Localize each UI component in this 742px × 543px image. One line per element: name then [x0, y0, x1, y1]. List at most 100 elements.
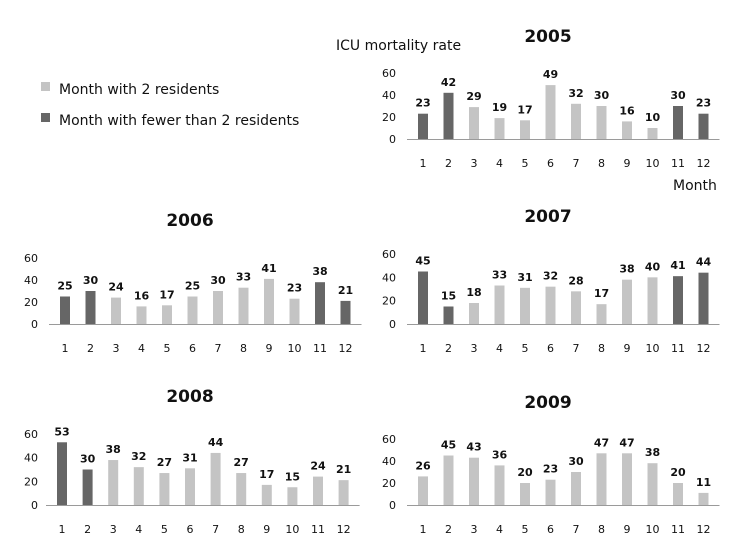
data-label: 53 — [54, 425, 69, 438]
x-tick-label: 11 — [671, 157, 685, 170]
x-tick-label: 11 — [671, 523, 685, 536]
x-tick-label: 1 — [62, 342, 69, 355]
data-label: 18 — [466, 286, 481, 299]
bar — [698, 272, 709, 324]
y-tick-label: 40 — [24, 274, 38, 287]
x-tick-label: 5 — [522, 157, 529, 170]
data-label: 32 — [131, 450, 146, 463]
x-tick-label: 12 — [697, 523, 711, 536]
bar — [315, 282, 325, 324]
bar — [236, 473, 247, 505]
y-tick-label: 40 — [382, 455, 396, 468]
legend-label-2-residents: Month with 2 residents — [59, 82, 219, 98]
data-label: 40 — [645, 260, 661, 273]
x-tick-label: 4 — [496, 523, 503, 536]
bar — [494, 285, 505, 324]
data-label: 26 — [415, 459, 431, 472]
bar — [647, 277, 658, 324]
x-tick-label: 5 — [522, 523, 529, 536]
y-tick-label: 0 — [389, 318, 396, 331]
bar — [264, 278, 274, 324]
y-tick-label: 20 — [382, 295, 396, 308]
data-label: 31 — [517, 271, 532, 284]
x-tick-label: 12 — [337, 523, 351, 536]
chart-panel-2006: 2006 0 20 40 60 25 1 30 2 24 3 16 4 17 5 25 6 30 7 33 8 41 9 23… — [24, 211, 362, 355]
x-tick-label: 8 — [598, 157, 605, 170]
y-tick-label: 60 — [24, 428, 38, 441]
data-label: 33 — [492, 269, 507, 282]
bar — [443, 92, 454, 139]
bar — [494, 118, 505, 139]
chart-title: 2007 — [524, 207, 571, 227]
bar — [469, 457, 479, 505]
data-label: 28 — [568, 274, 583, 287]
y-tick-label: 20 — [382, 111, 396, 124]
x-tick-label: 6 — [547, 523, 554, 536]
data-label: 17 — [259, 468, 274, 481]
x-tick-label: 4 — [138, 342, 145, 355]
data-label: 38 — [106, 443, 121, 456]
x-tick-label: 3 — [110, 523, 117, 536]
data-label: 32 — [543, 270, 558, 283]
x-tick-label: 2 — [87, 342, 94, 355]
bar — [289, 298, 300, 324]
data-label: 44 — [696, 256, 712, 269]
bar — [596, 453, 607, 505]
data-label: 31 — [182, 451, 197, 464]
data-label: 36 — [492, 448, 508, 461]
x-tick-label: 3 — [471, 523, 478, 536]
x-tick-label: 12 — [339, 342, 353, 355]
x-tick-label: 5 — [522, 342, 529, 355]
bar — [210, 452, 221, 505]
bar — [673, 276, 683, 324]
bar — [571, 472, 581, 505]
x-tick-label: 11 — [671, 342, 685, 355]
x-tick-label: 8 — [598, 523, 605, 536]
x-tick-label: 12 — [697, 157, 711, 170]
data-label: 25 — [185, 280, 200, 293]
y-axis-label: ICU mortality rate — [336, 38, 461, 54]
data-label: 20 — [670, 466, 686, 479]
bar — [571, 103, 581, 139]
data-label: 24 — [310, 460, 326, 473]
bar — [520, 483, 530, 505]
legend-swatch-2-residents — [41, 82, 50, 91]
data-label: 21 — [336, 463, 351, 476]
y-tick-label: 40 — [382, 271, 396, 284]
data-label: 49 — [543, 68, 558, 81]
x-tick-label: 10 — [285, 523, 299, 536]
x-tick-label: 4 — [496, 342, 503, 355]
data-label: 30 — [568, 455, 584, 468]
x-tick-label: 1 — [420, 523, 427, 536]
bar — [162, 305, 172, 324]
data-label: 42 — [441, 76, 456, 89]
x-tick-label: 6 — [187, 523, 194, 536]
data-label: 30 — [594, 89, 610, 102]
chart-title: 2008 — [166, 387, 213, 407]
bar — [673, 483, 683, 505]
x-tick-label: 8 — [238, 523, 245, 536]
x-tick-label: 7 — [573, 342, 580, 355]
data-label: 25 — [57, 280, 72, 293]
x-tick-label: 11 — [311, 523, 325, 536]
data-label: 38 — [645, 446, 660, 459]
bar — [418, 271, 428, 324]
bar — [136, 306, 147, 324]
legend-label-fewer-residents: Month with fewer than 2 residents — [59, 113, 299, 129]
chart-panel-2005: 2005 0 20 40 60 23 1 42 2 29 3 19 4 17 5 49 6 32 7 30 8 16 9 10… — [382, 27, 720, 170]
bar — [698, 492, 709, 505]
chart-panel-2009: 2009 0 20 40 60 26 1 45 2 43 3 36 4 20 5 23 6 30 7 47 8 47 9 38… — [382, 393, 720, 536]
data-label: 44 — [208, 436, 224, 449]
x-tick-label: 12 — [697, 342, 711, 355]
data-label: 21 — [338, 284, 353, 297]
y-tick-label: 0 — [31, 499, 38, 512]
legend-swatch-fewer-residents — [41, 113, 50, 122]
bar — [469, 303, 479, 324]
bar — [111, 297, 121, 324]
y-tick-label: 0 — [389, 499, 396, 512]
data-label: 17 — [517, 103, 532, 116]
y-tick-label: 40 — [24, 452, 38, 465]
data-label: 30 — [80, 453, 96, 466]
x-tick-label: 9 — [266, 342, 273, 355]
